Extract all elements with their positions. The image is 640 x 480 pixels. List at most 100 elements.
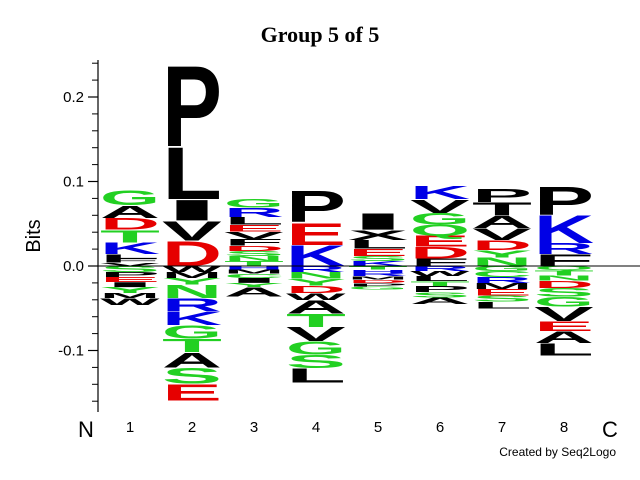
logo-letter-k: K <box>162 308 222 329</box>
logo-letter-f: F <box>100 257 160 264</box>
logo-letter-g: G <box>162 322 222 343</box>
logo-letter-p: P <box>410 285 470 294</box>
logo-letter-t: T <box>534 269 594 277</box>
logo-letter-s: S <box>534 286 594 299</box>
position-label: 1 <box>126 419 134 436</box>
logo-letter-f: F <box>534 251 594 269</box>
logo-letter-k: K <box>410 182 470 203</box>
logo-letter-f: F <box>224 237 284 247</box>
position-label: 2 <box>188 419 196 436</box>
logo-letter-t: T <box>286 310 346 331</box>
logo-letter-v: V <box>534 303 594 325</box>
logo-letter-s: S <box>472 294 532 303</box>
logo-letter-l: L <box>410 275 470 283</box>
logo-letter-t: T <box>410 280 470 288</box>
y-axis-label: Bits <box>23 219 45 252</box>
logo-letter-l: L <box>224 215 284 227</box>
logo-letter-q: Q <box>534 265 594 272</box>
logo-letter-y: Y <box>472 248 532 260</box>
logo-letter-e: E <box>534 318 594 334</box>
logo-letter-p: P <box>286 182 346 232</box>
logo-letter-i: I <box>162 194 222 227</box>
chart-title: Group 5 of 5 <box>261 22 380 47</box>
logo-letter-w: W <box>410 270 470 278</box>
logo-letter-g: G <box>410 210 470 228</box>
logo-letter-s: S <box>100 264 160 273</box>
position-label: 6 <box>436 419 444 436</box>
logo-letter-v: V <box>472 225 532 243</box>
logo-letter-p: P <box>534 178 594 223</box>
logo-letter-c: C <box>472 270 532 279</box>
c-terminus-label: C <box>602 417 618 442</box>
logo-stacks: VFLKTDAGSPEIYMWDVILPWMYNRKGTASETNSDFVELR… <box>100 42 594 405</box>
logo-letter-k: K <box>534 207 594 252</box>
logo-letter-x: X <box>348 227 408 243</box>
logo-letter-m: M <box>224 268 284 275</box>
position-label: 8 <box>560 419 568 436</box>
logo-letter-a: A <box>410 295 470 306</box>
n-terminus-label: N <box>78 417 94 442</box>
logo-letter-d: D <box>534 278 594 290</box>
logo-letter-g: G <box>534 294 594 310</box>
logo-letter-f: F <box>410 256 470 268</box>
logo-letter-m: M <box>162 270 222 279</box>
logo-letter-k: K <box>286 240 346 272</box>
logo-letter-s: S <box>224 249 284 257</box>
logo-letter-r: R <box>472 276 532 285</box>
logo-letter-g: G <box>100 186 160 210</box>
position-label: 5 <box>374 419 382 436</box>
y-tick-label: 0.0 <box>63 258 84 275</box>
logo-letter-k: K <box>100 239 160 257</box>
logo-letter-t: T <box>472 198 532 219</box>
logo-letter-n: N <box>224 255 284 263</box>
logo-letter-h: H <box>348 269 408 274</box>
logo-letter-e: E <box>224 223 284 234</box>
logo-letter-i: I <box>100 281 160 289</box>
logo-letter-v: V <box>286 323 346 345</box>
logo-letter-r: R <box>410 265 470 273</box>
logo-letter-w: W <box>100 296 160 307</box>
logo-letter-y: Y <box>224 282 284 289</box>
logo-letter-y: Y <box>100 286 160 295</box>
logo-letter-y: Y <box>162 276 222 287</box>
logo-letter-g: G <box>286 338 346 359</box>
credit-text: Created by Seq2Logo <box>499 445 616 459</box>
logo-letter-t: T <box>100 226 160 246</box>
logo-letter-l: L <box>348 238 408 251</box>
logo-letter-g: G <box>472 265 532 273</box>
logo-letter-t: T <box>162 335 222 356</box>
logo-letter-r: R <box>286 265 346 274</box>
logo-letter-d: D <box>348 279 408 284</box>
logo-letter-p: P <box>348 282 408 287</box>
logo-letter-v: V <box>410 196 470 217</box>
logo-letter-r: R <box>348 272 408 277</box>
logo-letter-s: S <box>348 255 408 263</box>
logo-letter-r: R <box>534 240 594 257</box>
logo-letter-w: W <box>162 264 222 273</box>
position-labels: 1 2 3 4 5 6 7 8 <box>126 419 568 436</box>
logo-letter-e: E <box>472 287 532 298</box>
logo-letter-e: E <box>348 246 408 258</box>
logo-letter-v: V <box>162 216 222 247</box>
logo-letter-y: Y <box>286 277 346 288</box>
logo-letter-s: S <box>410 291 470 299</box>
logo-letter-d: D <box>162 234 222 274</box>
logo-letter-h: H <box>224 265 284 270</box>
logo-letter-n: N <box>472 255 532 268</box>
logo-letter-s: S <box>286 351 346 372</box>
logo-letter-m: M <box>348 275 408 280</box>
logo-letter-a: A <box>100 202 160 222</box>
logo-letter-q: Q <box>410 222 470 239</box>
logo-letter-w: W <box>286 291 346 302</box>
logo-letter-d: D <box>286 283 346 295</box>
logo-letter-d: D <box>100 215 160 233</box>
logo-letter-l: L <box>534 340 594 360</box>
y-tick-label: 0.2 <box>63 89 84 106</box>
